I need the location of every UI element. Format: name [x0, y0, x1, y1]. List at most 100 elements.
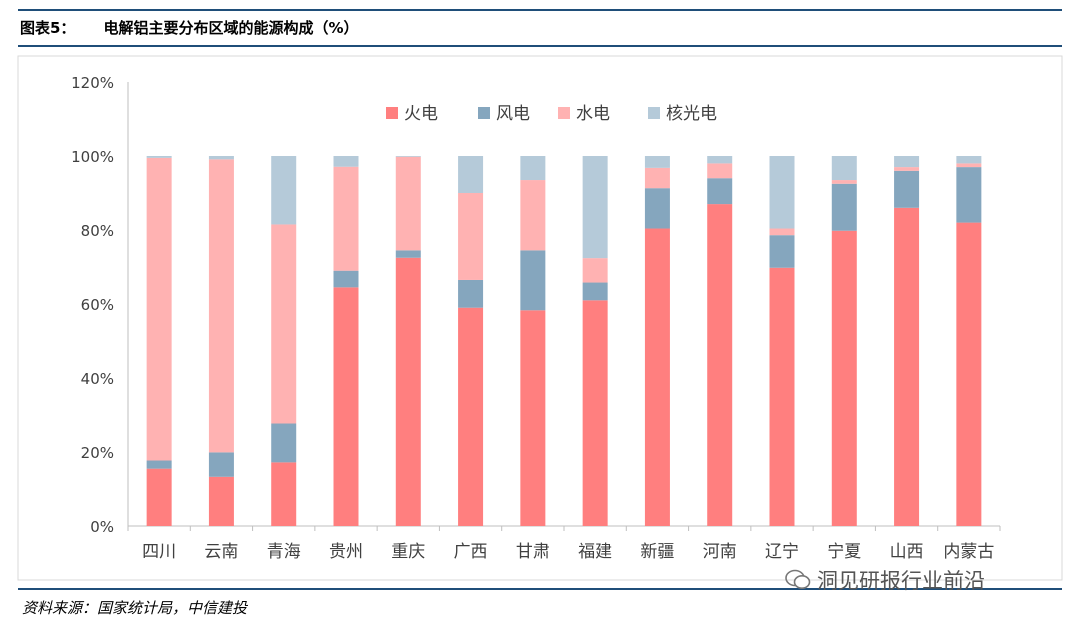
bar-segment — [956, 222, 982, 526]
bar-segment — [582, 282, 608, 301]
x-tick-label: 山西 — [890, 542, 924, 562]
chat-bubble-icon — [785, 569, 811, 591]
bar-segment — [831, 180, 857, 184]
page-title: 电解铝主要分布区域的能源构成（%） — [103, 19, 359, 37]
bar-segment — [707, 156, 733, 164]
bar-segment — [769, 267, 795, 526]
bar-segment — [769, 228, 795, 236]
legend-swatch — [648, 107, 660, 119]
chart-bars — [146, 156, 982, 527]
bar-segment — [333, 270, 359, 288]
y-tick-label: 0% — [90, 518, 114, 536]
bar-segment — [395, 257, 421, 526]
bar-segment — [395, 156, 421, 251]
bar-segment — [208, 156, 234, 160]
x-tick-label: 宁夏 — [827, 542, 861, 562]
bar-segment — [333, 287, 359, 526]
legend-swatch — [558, 107, 570, 119]
x-tick-label: 甘肃 — [516, 542, 550, 562]
x-axis-labels: 四川 云南 青海 贵州 重庆 广西 甘肃 福建 新疆 河南 辽宁 宁夏 山西 内蒙古 — [142, 542, 994, 562]
x-tick-label: 新疆 — [640, 542, 674, 562]
bar-segment — [582, 300, 608, 526]
bar-segment — [894, 167, 920, 171]
watermark: 洞见研报行业前沿 — [785, 565, 985, 595]
x-tick-label: 四川 — [142, 542, 176, 562]
x-tick-label: 贵州 — [329, 542, 363, 562]
x-tick-label: 河南 — [703, 542, 737, 562]
bar-segment — [520, 250, 546, 311]
figure-header: 图表5： 电解铝主要分布区域的能源构成（%） — [20, 17, 358, 38]
bar-segment — [271, 462, 297, 526]
bar-segment — [894, 170, 920, 208]
bar-segment — [458, 307, 484, 526]
bar-segment — [956, 163, 982, 168]
bar-segment — [769, 156, 795, 229]
bar-segment — [831, 183, 857, 231]
x-tick-label: 青海 — [267, 542, 301, 562]
bar-segment — [956, 167, 982, 223]
y-tick-label: 80% — [81, 222, 114, 240]
bar-segment — [644, 156, 670, 168]
source-note: 资料来源：国家统计局，中信建投 — [22, 599, 248, 617]
bar-segment — [956, 156, 982, 164]
legend-label: 水电 — [576, 104, 610, 124]
bar-segment — [894, 156, 920, 168]
bar-segment — [520, 156, 546, 181]
bar-segment — [271, 423, 297, 463]
bar-segment — [644, 228, 670, 526]
x-tick-label: 广西 — [454, 542, 488, 562]
chart-legend: 火电 风电 水电 核光电 — [386, 104, 717, 124]
bar-segment — [582, 258, 608, 283]
y-tick-label: 60% — [81, 296, 114, 314]
legend-label: 核光电 — [666, 104, 717, 124]
bar-segment — [395, 250, 421, 258]
bar-segment — [458, 193, 484, 280]
bar-segment — [894, 207, 920, 527]
bar-segment — [395, 156, 421, 157]
bar-segment — [831, 156, 857, 181]
bar-segment — [831, 230, 857, 527]
x-tick-label: 重庆 — [391, 542, 425, 562]
bar-segment — [707, 178, 733, 205]
header-rule — [18, 45, 1062, 47]
x-tick-label: 辽宁 — [765, 542, 799, 562]
bar-segment — [458, 279, 484, 308]
figure-number: 图表5： — [20, 19, 76, 37]
bar-segment — [146, 468, 172, 526]
bar-segment — [769, 235, 795, 268]
legend-swatch — [386, 107, 398, 119]
bar-segment — [644, 167, 670, 189]
bar-segment — [582, 156, 608, 259]
bar-segment — [520, 310, 546, 526]
bar-segment — [644, 188, 670, 229]
bar-segment — [707, 163, 733, 179]
x-tick-label: 内蒙古 — [943, 542, 994, 562]
y-tick-label: 120% — [71, 74, 114, 92]
bar-segment — [458, 156, 484, 193]
bar-segment — [333, 166, 359, 271]
y-tick-label: 100% — [71, 148, 114, 166]
bar-segment — [208, 452, 234, 477]
bar-segment — [271, 156, 297, 225]
legend-label: 风电 — [496, 104, 530, 124]
bar-segment — [520, 180, 546, 251]
top-rule — [18, 9, 1062, 11]
bar-segment — [707, 204, 733, 526]
legend-label: 火电 — [404, 104, 438, 124]
legend-swatch — [478, 107, 490, 119]
bar-segment — [146, 157, 172, 461]
watermark-text: 洞见研报行业前沿 — [817, 569, 985, 593]
bar-segment — [208, 476, 234, 526]
chart-frame — [17, 55, 1063, 581]
y-tick-label: 40% — [81, 370, 114, 388]
y-tick-label: 20% — [81, 444, 114, 462]
bottom-rule — [18, 588, 1062, 590]
x-tick-label: 云南 — [204, 542, 238, 562]
bar-segment — [146, 460, 172, 469]
x-tick-label: 福建 — [578, 542, 612, 562]
bar-segment — [208, 159, 234, 453]
bar-segment — [271, 224, 297, 424]
bar-segment — [333, 156, 359, 167]
bar-segment — [146, 156, 172, 158]
